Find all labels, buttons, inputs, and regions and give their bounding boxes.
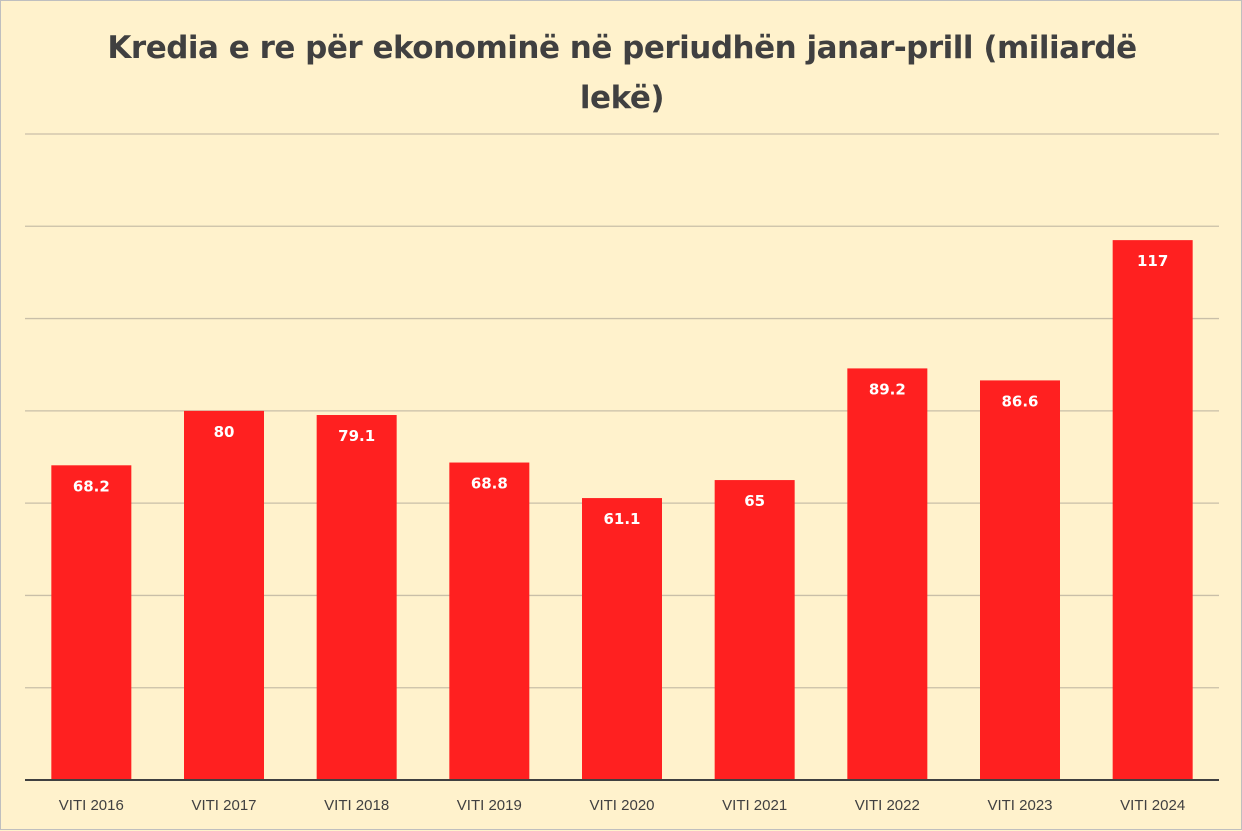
bar	[1112, 240, 1193, 781]
data-label: 80	[214, 423, 235, 441]
data-label: 79.1	[338, 427, 375, 445]
data-label: 61.1	[603, 510, 640, 528]
data-label: 86.6	[1001, 392, 1038, 410]
x-tick-label: VITI 2020	[589, 797, 654, 814]
bar	[714, 480, 795, 780]
x-tick-label: VITI 2018	[324, 797, 389, 814]
x-tick-label: VITI 2016	[59, 797, 124, 814]
bar	[847, 368, 928, 780]
chart-title: Kredia e re për ekonominë në periudhën j…	[107, 30, 1137, 116]
data-label: 68.2	[73, 477, 110, 495]
x-tick-label: VITI 2019	[457, 797, 522, 814]
x-tick-label: VITI 2024	[1120, 797, 1185, 814]
bar	[316, 415, 397, 780]
bar	[980, 380, 1060, 780]
x-tick-label: VITI 2022	[855, 797, 920, 814]
bar	[449, 462, 530, 780]
bar	[582, 498, 662, 780]
data-label: 117	[1137, 252, 1168, 270]
x-tick-label: VITI 2023	[987, 797, 1052, 814]
bar	[51, 465, 132, 780]
bar	[184, 410, 264, 780]
data-label: 65	[744, 492, 765, 510]
x-tick-label: VITI 2017	[191, 797, 256, 814]
data-label: 89.2	[869, 380, 906, 398]
data-label: 68.8	[471, 475, 508, 493]
x-tick-label: VITI 2021	[722, 797, 787, 814]
